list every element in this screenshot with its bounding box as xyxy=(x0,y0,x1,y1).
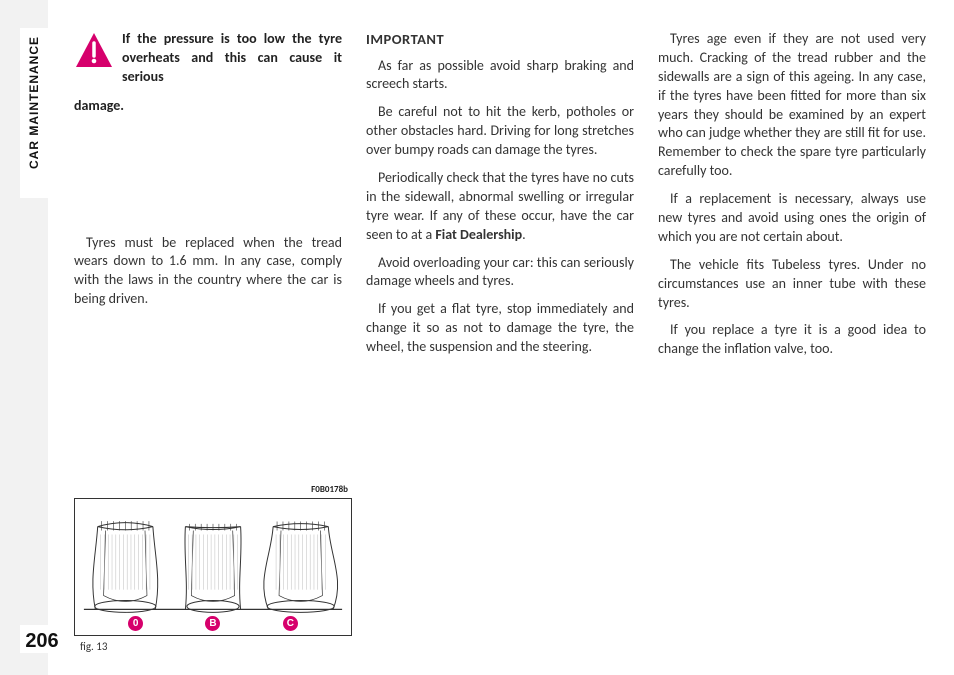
figure-badge: 0 xyxy=(128,616,143,631)
col3-paragraph-1: Tyres age even if they are not used very… xyxy=(658,30,926,181)
warning-triangle-icon xyxy=(74,30,114,70)
figure-caption: fig. 13 xyxy=(74,640,352,653)
col2-paragraph-1: As far as possible avoid sharp braking a… xyxy=(366,57,634,95)
important-heading: IMPORTANT xyxy=(366,30,634,50)
figure-code: F0B0178b xyxy=(74,484,352,495)
col2-paragraph-4: Avoid overloading your car: this can ser… xyxy=(366,254,634,292)
tyre-diagram-svg xyxy=(75,499,351,635)
figure-13: F0B0178b 0 B C fig. 13 xyxy=(74,484,352,653)
figure-badge: B xyxy=(205,616,220,631)
figure-badges: 0 B C xyxy=(75,616,351,631)
page-number: 206 xyxy=(20,625,64,653)
column-3: Tyres age even if they are not used very… xyxy=(658,30,926,647)
col2-paragraph-2: Be careful not to hit the kerb, potholes… xyxy=(366,103,634,160)
warning-block: If the pressure is too low the tyre over… xyxy=(74,30,342,87)
figure-badge: C xyxy=(283,616,298,631)
col1-paragraph-1: Tyres must be replaced when the tread we… xyxy=(74,234,342,310)
col2-paragraph-3: Periodically check that the tyres have n… xyxy=(366,169,634,245)
warning-text-line1: If the pressure is too low the tyre over… xyxy=(122,30,342,87)
manual-page: CAR MAINTENANCE 206 If the pressure is t… xyxy=(48,0,954,675)
col3-paragraph-4: If you replace a tyre it is a good idea … xyxy=(658,321,926,359)
section-tab: CAR MAINTENANCE xyxy=(20,28,48,198)
col3-paragraph-3: The vehicle fits Tubeless tyres. Under n… xyxy=(658,256,926,313)
col2-paragraph-5: If you get a flat tyre, stop immediately… xyxy=(366,300,634,357)
warning-text-line2: damage. xyxy=(74,97,342,116)
column-2: IMPORTANT As far as possible avoid sharp… xyxy=(366,30,634,647)
col3-paragraph-2: If a replacement is necessary, always us… xyxy=(658,190,926,247)
figure-box: 0 B C xyxy=(74,498,352,636)
col2-p3-b: . xyxy=(522,226,526,243)
col2-p3-bold: Fiat Dealership xyxy=(435,226,522,243)
section-tab-label: CAR MAINTENANCE xyxy=(20,28,48,198)
